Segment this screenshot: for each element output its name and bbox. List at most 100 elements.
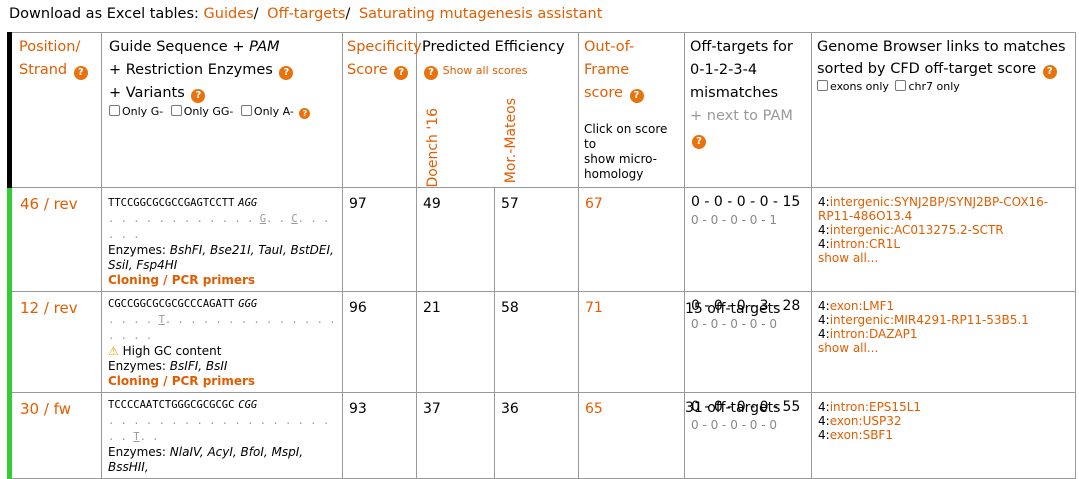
download-bar: Download as Excel tables: Guides/ Off-ta… [9, 6, 602, 22]
help-icon[interactable]: ? [299, 108, 310, 119]
chr7-only-checkbox[interactable] [895, 80, 906, 91]
cloning-primers-link[interactable]: Cloning / PCR primers [108, 374, 255, 388]
position-link[interactable]: 46 / rev [12, 188, 101, 220]
strand-sort-link[interactable]: Strand [19, 62, 67, 78]
help-icon[interactable]: ? [394, 66, 408, 80]
help-icon[interactable]: ? [692, 135, 706, 149]
mor-mateos-score: 57 [495, 188, 578, 220]
enzymes-header-label: + Restriction Enzymes [109, 62, 273, 78]
table-row: 12 / rev CGCCGGCGCGCGCCCAGATT GGG . . . … [10, 292, 1076, 393]
offtargets-mismatches-label: mismatches [690, 85, 778, 101]
doench-score: 49 [417, 188, 494, 220]
download-guides-link[interactable]: Guides [204, 6, 254, 22]
mismatch-pam-counts: 0 - 0 - 0 - 0 - 0 [691, 418, 805, 432]
variants-header-label: + Variants [109, 85, 185, 101]
specificity-score: 96 [343, 292, 416, 324]
oof-note: Click on score to show micro- homology [584, 122, 677, 182]
download-saturating-link[interactable]: Saturating mutagenesis assistant [359, 6, 602, 22]
genome-match-link[interactable]: intron:DAZAP1 [830, 327, 918, 341]
only-a-checkbox[interactable] [241, 105, 252, 116]
oof-header: Out-of-Frame score ? Click on score to s… [579, 33, 685, 188]
genome-match-link[interactable]: intergenic:MIR4291-RP11-53B5.1 [830, 313, 1029, 327]
guide-filter-options: Only G- Only GG- Only A- ? [109, 105, 335, 119]
guides-table: Position/ Strand ? Guide Sequence + PAM … [7, 32, 1076, 479]
doench-sort-link[interactable]: Doench '16 [425, 108, 441, 188]
table-row: 30 / fw TCCCCAATCTGGGCGCGCGC CGG . . . .… [10, 393, 1076, 479]
only-a-label: Only A- [254, 105, 294, 118]
position-sort-link[interactable]: Position/ [19, 39, 80, 55]
help-icon[interactable]: ? [74, 66, 88, 80]
gc-warning: High GC content [123, 344, 222, 358]
oof-score-link[interactable]: 65 [579, 393, 684, 425]
efficiency-label: Predicted Efficiency [422, 39, 565, 55]
help-icon[interactable]: ? [1043, 65, 1057, 79]
warning-icon: ⚠ [108, 344, 119, 358]
position-header: Position/ Strand ? [10, 33, 102, 188]
next-to-pam-label: + next to PAM [690, 108, 793, 124]
guide-header: Guide Sequence + PAM + Restriction Enzym… [102, 33, 343, 188]
pam-sequence: CGG [238, 399, 257, 411]
pam-sequence: AGG [238, 197, 257, 209]
position-link[interactable]: 12 / rev [12, 292, 101, 324]
show-all-scores-link[interactable]: Show all scores [443, 64, 528, 77]
doench-score: 37 [417, 393, 494, 425]
mismatch-pam-counts: 0 - 0 - 0 - 0 - 1 [691, 213, 805, 227]
oof-score-link[interactable]: 71 [579, 292, 684, 324]
genome-match-link[interactable]: intron:CR1L [830, 237, 900, 251]
genome-links: 4:intron:EPS15L1 4:exon:USP32 4:exon:SBF… [812, 393, 1075, 449]
show-all-link[interactable]: show all... [818, 341, 878, 355]
genome-links: 4:intergenic:SYNJ2BP/SYNJ2BP-COX16-RP11-… [812, 188, 1075, 272]
only-gg-label: Only GG- [184, 105, 234, 118]
specificity-score: 97 [343, 188, 416, 220]
chr7-only-label: chr7 only [908, 80, 959, 93]
genome-match-link[interactable]: exon:SBF1 [830, 428, 893, 442]
mismatch-counts: 0 - 0 - 0 - 0 - 55 [691, 399, 805, 415]
genome-match-link[interactable]: intron:EPS15L1 [830, 400, 921, 414]
exons-only-checkbox[interactable] [817, 80, 828, 91]
genome-match-link[interactable]: intergenic:SYNJ2BP/SYNJ2BP-COX16-RP11-48… [818, 195, 1048, 223]
enzymes-list: Enzymes: BsIFI, BsII [108, 359, 227, 373]
genome-label: Genome Browser links to matches [817, 39, 1066, 55]
mismatch-counts: 0 - 0 - 0 - 3 - 28 [691, 298, 805, 314]
specificity-sort-link[interactable]: Specificity [347, 39, 422, 55]
help-icon[interactable]: ? [279, 66, 293, 80]
variant-dots: . . . . T. . . . . . . . . . . . . . . .… [108, 314, 336, 342]
guide-header-label: Guide Sequence + [109, 39, 249, 55]
table-row: 46 / rev TTCCGGCGCGCCGAGTCCTT AGG . . . … [10, 188, 1076, 292]
doench-score: 21 [417, 292, 494, 324]
only-g-checkbox[interactable] [109, 105, 120, 116]
offtargets-mismatch-label: 0-1-2-3-4 [690, 62, 757, 78]
only-gg-checkbox[interactable] [171, 105, 182, 116]
variant-dots: . . . . . . . . . . . . . . . . . . . . … [108, 415, 329, 443]
guide-sequence: TCCCCAATCTGGGCGCGCGC [108, 399, 234, 411]
cloning-primers-link[interactable]: Cloning / PCR primers [108, 273, 255, 287]
offtargets-header: Off-targets for 0-1-2-3-4 mismatches + n… [685, 33, 812, 188]
enzymes-list: Enzymes: NlaIV, AcyI, BfoI, MspI, BssHII… [108, 445, 303, 474]
help-icon[interactable]: ? [424, 66, 438, 80]
score-sort-link[interactable]: Score [347, 62, 388, 78]
position-link[interactable]: 30 / fw [12, 393, 101, 425]
download-label: Download as Excel tables: [9, 6, 199, 22]
genome-header: Genome Browser links to matches sorted b… [812, 33, 1076, 188]
variant-dots: . . . . . . . . . . . . G. . C. . . . . … [108, 213, 329, 241]
mor-mateos-score: 36 [495, 393, 578, 425]
oof-score-link[interactable]: score [584, 85, 623, 101]
help-icon[interactable]: ? [191, 89, 205, 103]
genome-match-link[interactable]: exon:LMF1 [830, 299, 894, 313]
only-g-label: Only G- [122, 105, 163, 118]
pam-label: PAM [249, 39, 279, 55]
oof-sort-link[interactable]: Out-of-Frame [584, 39, 634, 78]
download-offtargets-link[interactable]: Off-targets [267, 6, 345, 22]
enzymes-list: Enzymes: BshFI, Bse21I, TauI, BstDEI, Ss… [108, 243, 334, 272]
oof-score-link[interactable]: 67 [579, 188, 684, 220]
show-all-link[interactable]: show all... [818, 251, 878, 265]
help-icon[interactable]: ? [630, 89, 644, 103]
genome-sorted-label: sorted by CFD off-target score [817, 61, 1036, 77]
genome-match-link[interactable]: intergenic:AC013275.2-SCTR [830, 223, 1004, 237]
guide-sequence: TTCCGGCGCGCCGAGTCCTT [108, 197, 234, 209]
mismatch-counts: 0 - 0 - 0 - 0 - 15 [691, 194, 805, 210]
efficiency-header: Predicted Efficiency ? Show all scores D… [417, 33, 579, 188]
mor-mateos-sort-link[interactable]: Mor.-Mateos [503, 98, 519, 183]
exons-only-label: exons only [830, 80, 889, 93]
genome-match-link[interactable]: exon:USP32 [830, 414, 902, 428]
